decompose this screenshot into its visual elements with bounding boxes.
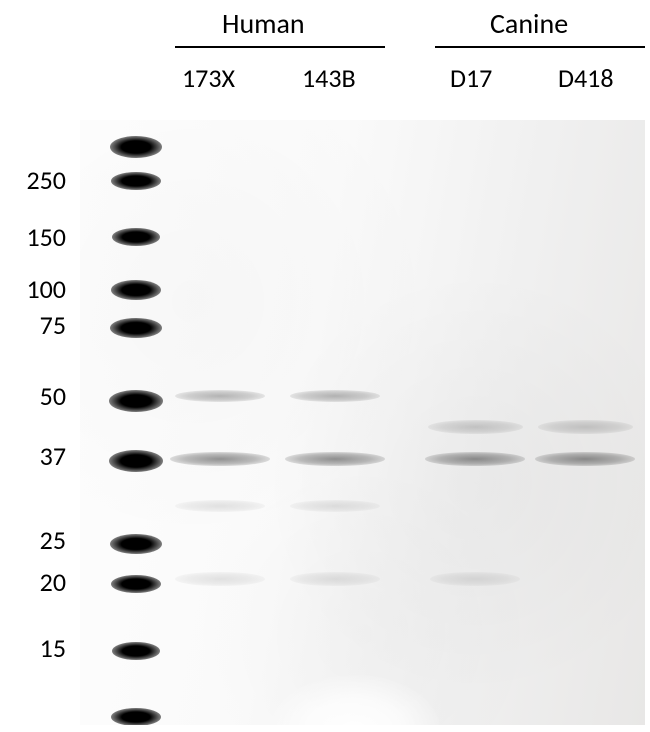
mw-label-50: 50 — [6, 380, 66, 412]
ladder-band-10 — [111, 708, 161, 725]
mw-label-20: 20 — [6, 566, 66, 598]
ladder-band-3 — [111, 280, 161, 300]
group-line-canine — [435, 46, 645, 48]
lane-label-0: 173X — [182, 62, 235, 94]
lane-label-3: D418 — [558, 62, 614, 94]
ladder-band-4 — [110, 318, 162, 338]
mw-label-25: 25 — [6, 524, 66, 556]
sample-band-0-lane-1 — [290, 390, 380, 402]
mw-label-100: 100 — [6, 273, 66, 305]
ladder-band-2 — [112, 228, 160, 246]
group-line-human — [175, 46, 385, 48]
mw-label-150: 150 — [6, 221, 66, 253]
sample-band-4-lane-2 — [430, 572, 520, 586]
ladder-band-5 — [109, 390, 163, 412]
sample-band-1-lane-3 — [538, 420, 633, 434]
sample-band-0-lane-0 — [175, 390, 265, 402]
mw-label-15: 15 — [6, 632, 66, 664]
sample-band-2-lane-0 — [170, 452, 270, 466]
mw-label-37: 37 — [6, 440, 66, 472]
lane-label-1: 143B — [302, 62, 356, 94]
group-label-human: Human — [222, 6, 305, 41]
group-label-canine: Canine — [490, 6, 568, 41]
blot-membrane — [80, 120, 645, 725]
western-blot-figure: Human Canine 173X 143B D17 D418 250 150 … — [0, 0, 650, 732]
sample-band-4-lane-1 — [290, 572, 380, 586]
ladder-band-8 — [111, 575, 161, 593]
lane-label-2: D17 — [450, 62, 492, 94]
ladder-band-9 — [112, 642, 160, 660]
mw-label-250: 250 — [6, 164, 66, 196]
ladder-band-6 — [109, 450, 163, 472]
sample-band-1-lane-2 — [428, 420, 523, 434]
sample-band-3-lane-0 — [175, 500, 265, 512]
ladder-band-7 — [110, 534, 162, 554]
sample-band-4-lane-0 — [175, 572, 265, 586]
sample-band-2-lane-2 — [425, 452, 525, 466]
sample-band-3-lane-1 — [290, 500, 380, 512]
ladder-band-1 — [111, 172, 161, 190]
mw-label-75: 75 — [6, 309, 66, 341]
ladder-band-0 — [110, 136, 162, 158]
sample-band-2-lane-3 — [535, 452, 635, 466]
sample-band-2-lane-1 — [285, 452, 385, 466]
